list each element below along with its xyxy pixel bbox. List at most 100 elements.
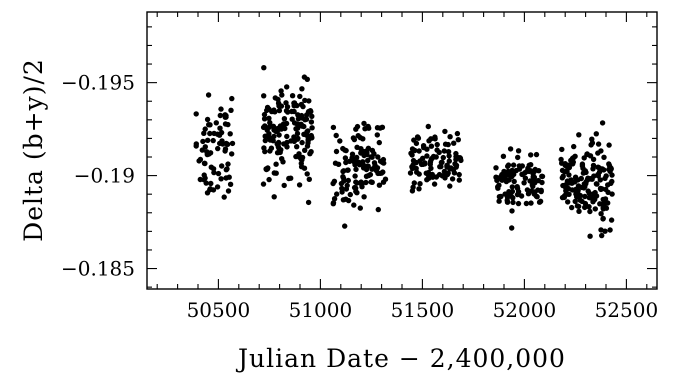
data-point [432, 134, 438, 140]
data-point [518, 193, 525, 199]
data-point [228, 107, 234, 114]
data-points [193, 65, 615, 239]
data-point [605, 200, 611, 206]
data-point [197, 156, 204, 163]
data-point [590, 162, 597, 169]
data-point [304, 171, 310, 177]
data-point [303, 116, 310, 122]
data-point [221, 194, 227, 200]
data-point [516, 163, 522, 169]
data-point [204, 149, 210, 155]
data-point [569, 180, 575, 186]
data-point [261, 65, 267, 71]
data-point [227, 181, 234, 187]
data-point [578, 175, 584, 182]
data-point [444, 171, 451, 178]
data-point [279, 156, 285, 162]
data-point [365, 123, 371, 130]
data-point [608, 217, 615, 223]
data-point [205, 137, 211, 143]
data-point [559, 146, 565, 153]
data-point [587, 233, 593, 239]
data-point [493, 165, 499, 171]
data-point [507, 146, 514, 152]
data-point [353, 166, 359, 173]
data-point [410, 157, 417, 164]
data-point [565, 186, 572, 192]
data-point [342, 155, 349, 161]
data-point [223, 112, 229, 119]
data-point [569, 204, 575, 211]
data-point [599, 186, 605, 192]
data-point [379, 124, 386, 130]
data-point [453, 150, 459, 157]
data-point [342, 223, 348, 229]
data-point [599, 120, 606, 126]
data-point [528, 200, 534, 206]
data-point [308, 149, 314, 155]
data-point [425, 123, 431, 130]
data-point [437, 164, 443, 170]
data-point [334, 191, 340, 197]
data-point [275, 96, 281, 103]
data-point [295, 135, 301, 142]
data-point [536, 168, 542, 174]
data-point [306, 176, 312, 182]
data-point [416, 186, 422, 192]
data-point [225, 161, 231, 167]
data-point [351, 202, 357, 208]
data-point [299, 86, 305, 92]
data-point [447, 183, 453, 189]
data-point [337, 138, 343, 144]
data-point [597, 177, 603, 183]
data-point [278, 126, 284, 132]
data-point [430, 153, 437, 160]
data-point [264, 166, 271, 172]
data-point [204, 116, 211, 123]
data-point [368, 179, 374, 185]
data-point [589, 176, 595, 182]
data-point [283, 100, 289, 106]
data-point [376, 139, 382, 146]
data-point [409, 165, 416, 172]
data-point [496, 194, 503, 200]
data-point [363, 166, 370, 173]
data-point [217, 125, 223, 131]
data-point [262, 133, 268, 139]
data-point [352, 173, 358, 179]
data-point [574, 203, 581, 209]
data-point [601, 154, 607, 160]
data-point [455, 137, 461, 143]
data-point [302, 147, 308, 153]
data-point [409, 152, 415, 158]
data-point [289, 93, 296, 99]
data-point [363, 173, 370, 179]
data-point [220, 141, 226, 147]
data-point [261, 93, 267, 99]
data-point [375, 206, 381, 213]
data-point [495, 184, 501, 190]
data-point [500, 153, 507, 159]
data-point [609, 191, 615, 197]
data-point [609, 178, 615, 185]
data-point [331, 196, 338, 202]
data-point [451, 140, 457, 146]
data-point [227, 131, 233, 137]
data-point [381, 160, 387, 166]
x-tick-label: 51000 [289, 298, 353, 322]
data-point [218, 129, 225, 136]
data-point [532, 180, 538, 186]
data-point [301, 74, 308, 80]
data-point [273, 170, 279, 176]
data-point [275, 139, 282, 146]
data-point [218, 176, 224, 182]
data-point [440, 154, 446, 161]
data-point [361, 194, 367, 200]
data-point [284, 133, 290, 140]
data-point [416, 148, 422, 154]
data-point [519, 171, 525, 177]
data-point [202, 144, 208, 150]
data-point [296, 151, 302, 157]
data-point [284, 84, 290, 90]
data-point [453, 162, 460, 169]
